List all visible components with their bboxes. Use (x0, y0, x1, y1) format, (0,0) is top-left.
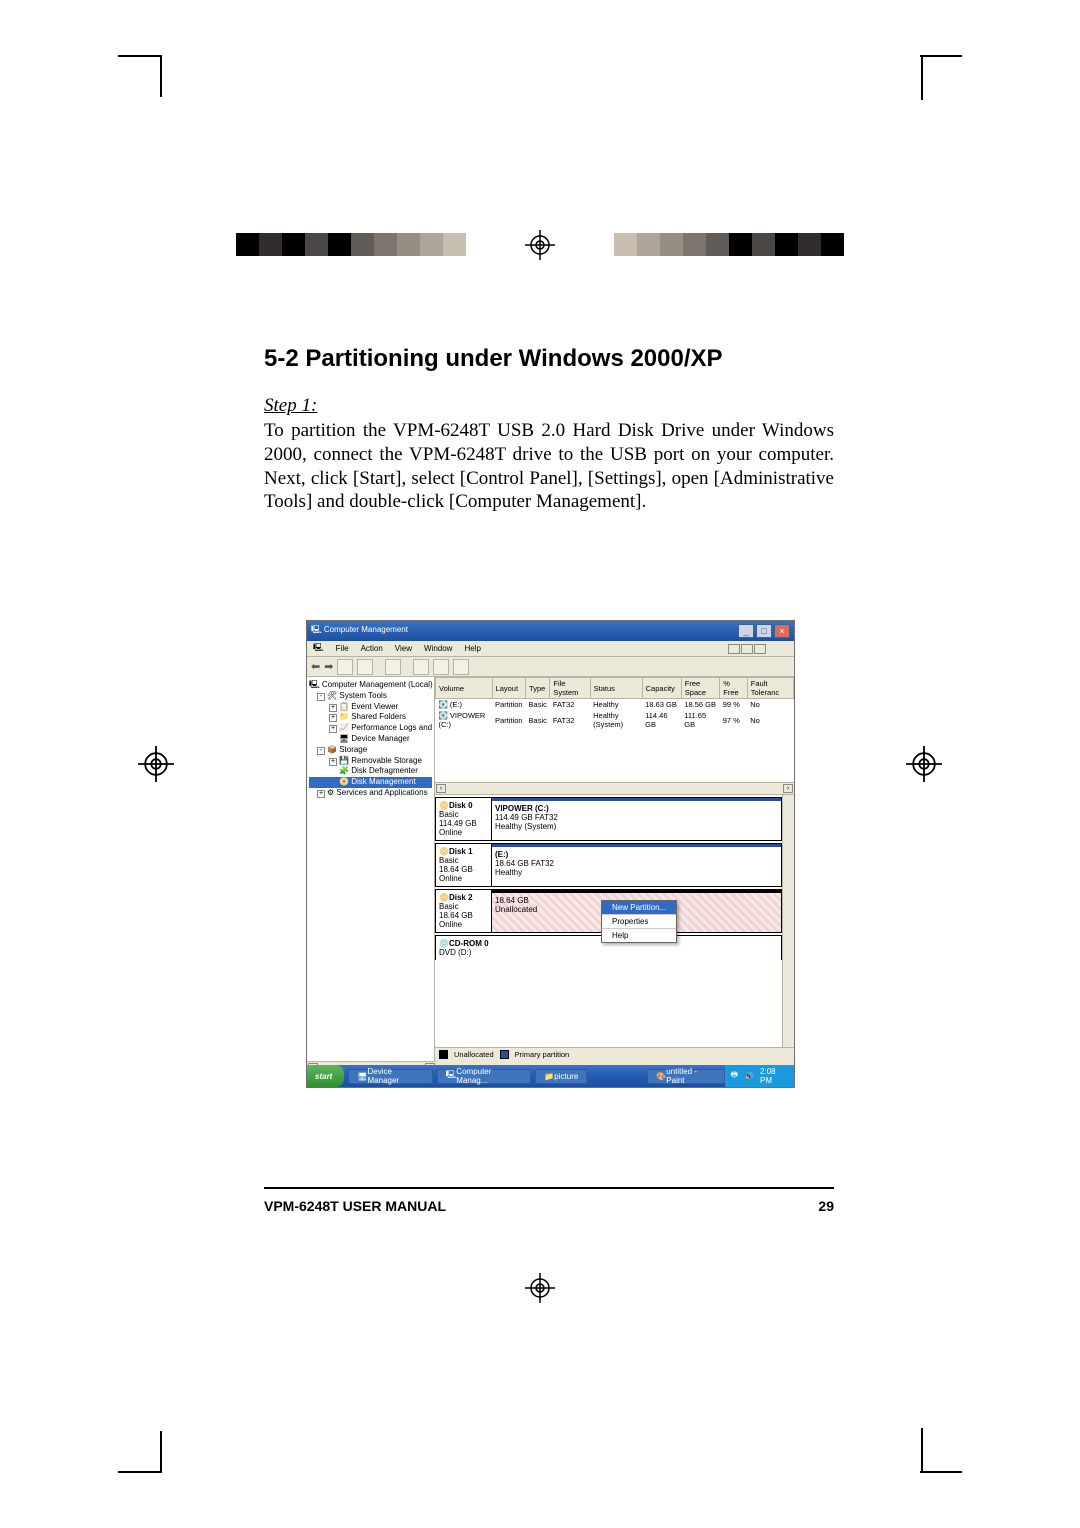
taskbar-button[interactable]: 📁 picture (535, 1069, 587, 1084)
registration-mark-top (525, 230, 555, 260)
mdi-min[interactable] (728, 644, 740, 654)
legend-label: Primary partition (515, 1050, 570, 1059)
titlebar: 🖳 Computer Management _ □ × (307, 621, 794, 641)
crop-mark (920, 1471, 962, 1473)
section-heading: 5-2 Partitioning under Windows 2000/XP (264, 345, 834, 373)
mdi-restore[interactable] (741, 644, 753, 654)
toolbar-button[interactable] (337, 659, 353, 675)
disk-map: 📀Disk 0Basic114.49 GBOnline VIPOWER (C:)… (435, 795, 794, 1047)
registration-mark-bottom (525, 1273, 555, 1303)
mdi-close[interactable] (754, 644, 766, 654)
crop-mark (920, 55, 962, 57)
maximize-button[interactable]: □ (756, 624, 772, 638)
menu-view[interactable]: View (395, 644, 412, 653)
crop-mark (921, 55, 923, 100)
tree-item[interactable]: +📈 Performance Logs and Alerts (309, 723, 432, 734)
menubar: 🖳 File Action View Window Help (307, 641, 794, 657)
menu-action[interactable]: Action (361, 644, 383, 653)
taskbar-button[interactable]: 🖳 Computer Manag... (437, 1069, 532, 1084)
disk-row-unallocated[interactable]: 📀Disk 2Basic18.64 GBOnline 18.64 GBUnall… (435, 889, 782, 933)
tree-item[interactable]: 🧩 Disk Defragmenter (309, 766, 432, 777)
toolbar-button[interactable] (453, 659, 469, 675)
context-menu-item[interactable]: Properties (602, 914, 676, 928)
legend-label: Unallocated (454, 1050, 494, 1059)
step-label: Step 1: (264, 395, 834, 417)
context-menu-item[interactable]: New Partition... (602, 901, 676, 914)
toolbar-button[interactable] (385, 659, 401, 675)
tree-item-selected[interactable]: 📀 Disk Management (309, 777, 432, 788)
context-menu[interactable]: New Partition... Properties Help (601, 900, 677, 943)
taskbar-button[interactable]: 🎨 untitled - Paint (647, 1069, 724, 1084)
disk-row[interactable]: 📀Disk 1Basic18.64 GBOnline (E:)18.64 GB … (435, 843, 782, 887)
crop-mark (118, 1471, 160, 1473)
crop-mark (921, 1428, 923, 1473)
taskbar: start 🖥 Device Manager 🖳 Computer Manag.… (307, 1065, 794, 1087)
menu-window[interactable]: Window (424, 644, 452, 653)
tree-root[interactable]: 🖳 Computer Management (Local) (309, 680, 432, 691)
minimize-button[interactable]: _ (738, 624, 754, 638)
crop-mark (118, 55, 160, 57)
tree-item[interactable]: +📋 Event Viewer (309, 702, 432, 713)
system-tray[interactable]: 🖶🔊2:08 PM (725, 1065, 794, 1087)
screenshot-computer-management: 🖳 Computer Management _ □ × 🖳 File Actio… (306, 620, 795, 1088)
tree-item[interactable]: +📁 Shared Folders (309, 712, 432, 723)
back-button[interactable]: ⬅ (311, 660, 320, 673)
clock: 2:08 PM (760, 1067, 788, 1085)
tree-group[interactable]: +⚙ Services and Applications (309, 788, 432, 799)
start-button[interactable]: start (307, 1065, 344, 1087)
toolbar-button[interactable] (357, 659, 373, 675)
registration-mark-left (138, 746, 174, 782)
bottom-printer-marks (0, 1273, 1080, 1303)
color-bar-right (614, 233, 844, 256)
registration-mark-right (906, 746, 942, 782)
legend: Unallocated Primary partition (435, 1047, 794, 1061)
footer-rule (264, 1187, 834, 1189)
volume-table: VolumeLayoutTypeFile SystemStatusCapacit… (435, 677, 794, 795)
color-bar-left (236, 233, 466, 256)
menu-file[interactable]: File (336, 644, 349, 653)
tree-item[interactable]: 🖥 Device Manager (309, 734, 432, 745)
tree-group[interactable]: -📦 Storage (309, 745, 432, 756)
taskbar-button[interactable]: 🖥 Device Manager (348, 1069, 432, 1084)
doc-icon: 🖳 (313, 642, 324, 656)
top-printer-marks (0, 230, 1080, 260)
disk-row[interactable]: 📀Disk 0Basic114.49 GBOnline VIPOWER (C:)… (435, 797, 782, 841)
crop-mark (160, 1431, 162, 1473)
context-menu-item[interactable]: Help (602, 928, 676, 942)
toolbar-button[interactable] (433, 659, 449, 675)
legend-swatch-primary (500, 1050, 509, 1059)
document-page: { "doc": { "heading": "5-2 Partitioning … (0, 0, 1080, 1528)
crop-mark (160, 55, 162, 97)
tree-item[interactable]: +💾 Removable Storage (309, 756, 432, 767)
nav-tree: 🖳 Computer Management (Local) -🛠 System … (307, 677, 435, 1061)
legend-swatch-unallocated (439, 1050, 448, 1059)
step-paragraph: To partition the VPM-6248T USB 2.0 Hard … (264, 419, 834, 514)
close-button[interactable]: × (774, 624, 790, 638)
footer-left: VPM-6248T USER MANUAL (264, 1198, 446, 1214)
menu-help[interactable]: Help (464, 644, 480, 653)
forward-button[interactable]: ➡ (324, 660, 333, 673)
tree-group[interactable]: -🛠 System Tools (309, 691, 432, 702)
toolbar: ⬅ ➡ (307, 657, 794, 677)
page-content: 5-2 Partitioning under Windows 2000/XP S… (264, 345, 834, 514)
v-scrollbar[interactable] (782, 795, 794, 1047)
window-title: 🖳 Computer Management (311, 624, 408, 638)
toolbar-button[interactable] (413, 659, 429, 675)
footer-page-number: 29 (818, 1198, 834, 1214)
h-scrollbar[interactable]: ‹› (435, 782, 794, 794)
